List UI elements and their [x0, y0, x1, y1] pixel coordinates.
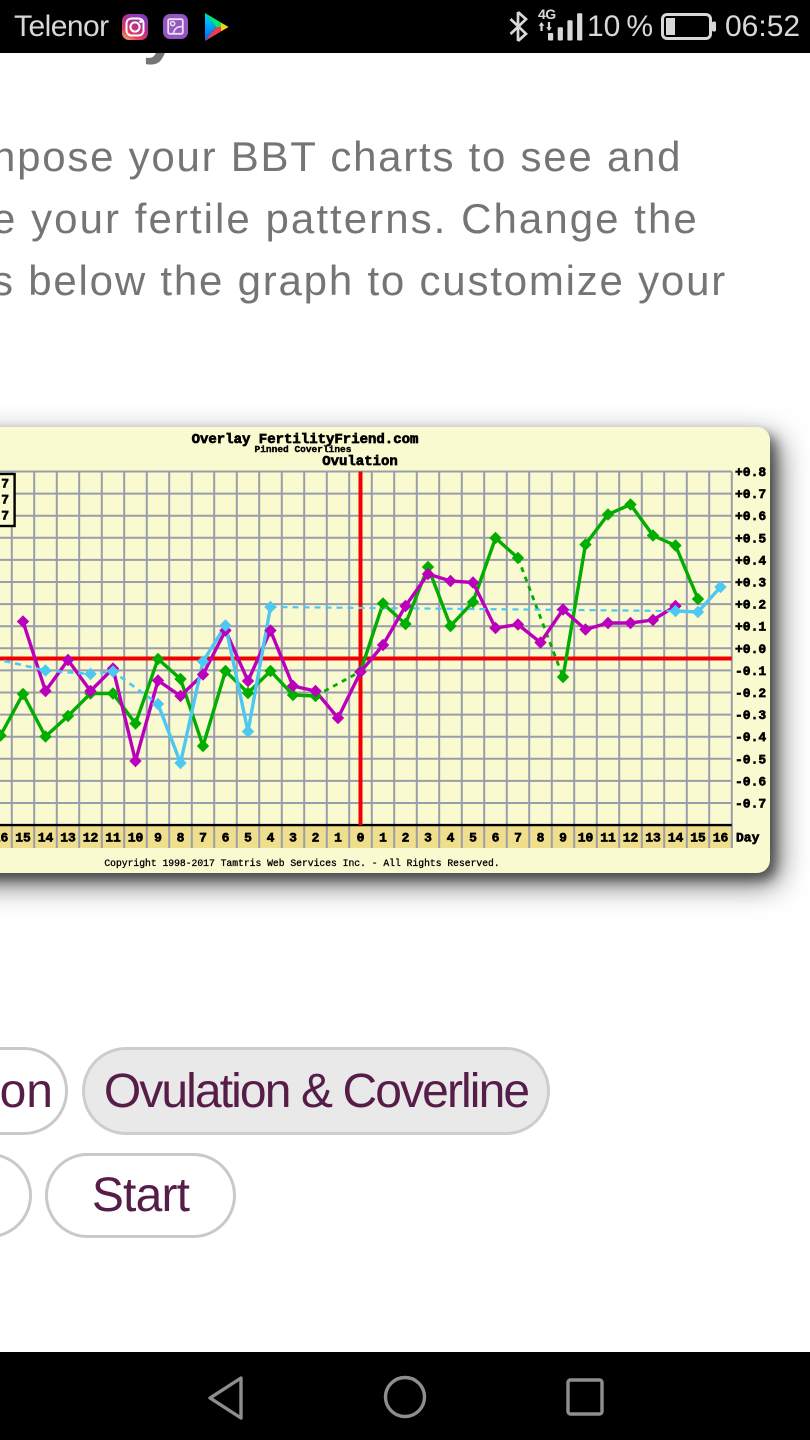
svg-text:11: 11 — [600, 831, 616, 846]
svg-text:Day: Day — [736, 831, 760, 846]
svg-text:-0.5: -0.5 — [735, 752, 766, 767]
svg-text:12: 12 — [83, 831, 99, 846]
svg-text:13: 13 — [645, 831, 661, 846]
svg-text:2: 2 — [312, 831, 320, 846]
svg-text:11: 11 — [105, 831, 121, 846]
svg-text:7: 7 — [199, 831, 207, 846]
svg-text:-0.7: -0.7 — [735, 797, 766, 812]
svg-text:-0.4: -0.4 — [735, 730, 766, 745]
svg-text:-0.3: -0.3 — [735, 708, 766, 723]
svg-text:2: 2 — [402, 831, 410, 846]
svg-text:Copyright 1998-2017 Tamtris We: Copyright 1998-2017 Tamtris Web Services… — [104, 858, 499, 869]
svg-text:3: 3 — [289, 831, 297, 846]
svg-text:16: 16 — [0, 831, 8, 846]
svg-text:-0.1: -0.1 — [735, 664, 766, 679]
svg-text:14: 14 — [668, 831, 684, 846]
svg-text:3: 3 — [424, 831, 432, 846]
svg-text:+0.3: +0.3 — [735, 576, 766, 591]
svg-text:4: 4 — [447, 831, 455, 846]
svg-text:Overlay FertilityFriend.com: Overlay FertilityFriend.com — [192, 432, 419, 448]
svg-text:4: 4 — [267, 831, 275, 846]
svg-text:10: 10 — [578, 831, 594, 846]
svg-text:-0.6: -0.6 — [735, 774, 766, 789]
svg-text:+0.8: +0.8 — [735, 465, 766, 480]
svg-text:Pinned Coverlines: Pinned Coverlines — [255, 444, 352, 455]
svg-text:+0.4: +0.4 — [735, 553, 766, 568]
svg-text:Ovulation: Ovulation — [322, 454, 398, 470]
svg-text:10: 10 — [128, 831, 144, 846]
svg-text:1: 1 — [379, 831, 387, 846]
svg-text:13: 13 — [60, 831, 76, 846]
svg-text:6: 6 — [492, 831, 500, 846]
svg-text:14: 14 — [38, 831, 54, 846]
svg-text:6: 6 — [222, 831, 230, 846]
svg-text:8: 8 — [537, 831, 545, 846]
svg-text:7: 7 — [1, 477, 9, 492]
svg-text:5: 5 — [244, 831, 252, 846]
svg-text:15: 15 — [15, 831, 31, 846]
svg-text:1: 1 — [334, 831, 342, 846]
svg-text:7: 7 — [514, 831, 522, 846]
svg-text:7: 7 — [1, 509, 9, 524]
svg-text:+0.5: +0.5 — [735, 531, 766, 546]
svg-text:12: 12 — [623, 831, 639, 846]
svg-text:+0.7: +0.7 — [735, 487, 766, 502]
svg-text:7: 7 — [1, 493, 9, 508]
svg-text:0: 0 — [357, 831, 365, 846]
svg-text:8: 8 — [177, 831, 185, 846]
svg-text:15: 15 — [690, 831, 706, 846]
svg-text:+0.0: +0.0 — [735, 642, 766, 657]
svg-text:+0.6: +0.6 — [735, 509, 766, 524]
svg-text:5: 5 — [469, 831, 477, 846]
svg-text:-0.2: -0.2 — [735, 686, 766, 701]
svg-text:+0.1: +0.1 — [735, 620, 766, 635]
svg-text:+0.2: +0.2 — [735, 598, 766, 613]
svg-text:9: 9 — [559, 831, 567, 846]
svg-text:16: 16 — [713, 831, 729, 846]
svg-text:9: 9 — [154, 831, 162, 846]
